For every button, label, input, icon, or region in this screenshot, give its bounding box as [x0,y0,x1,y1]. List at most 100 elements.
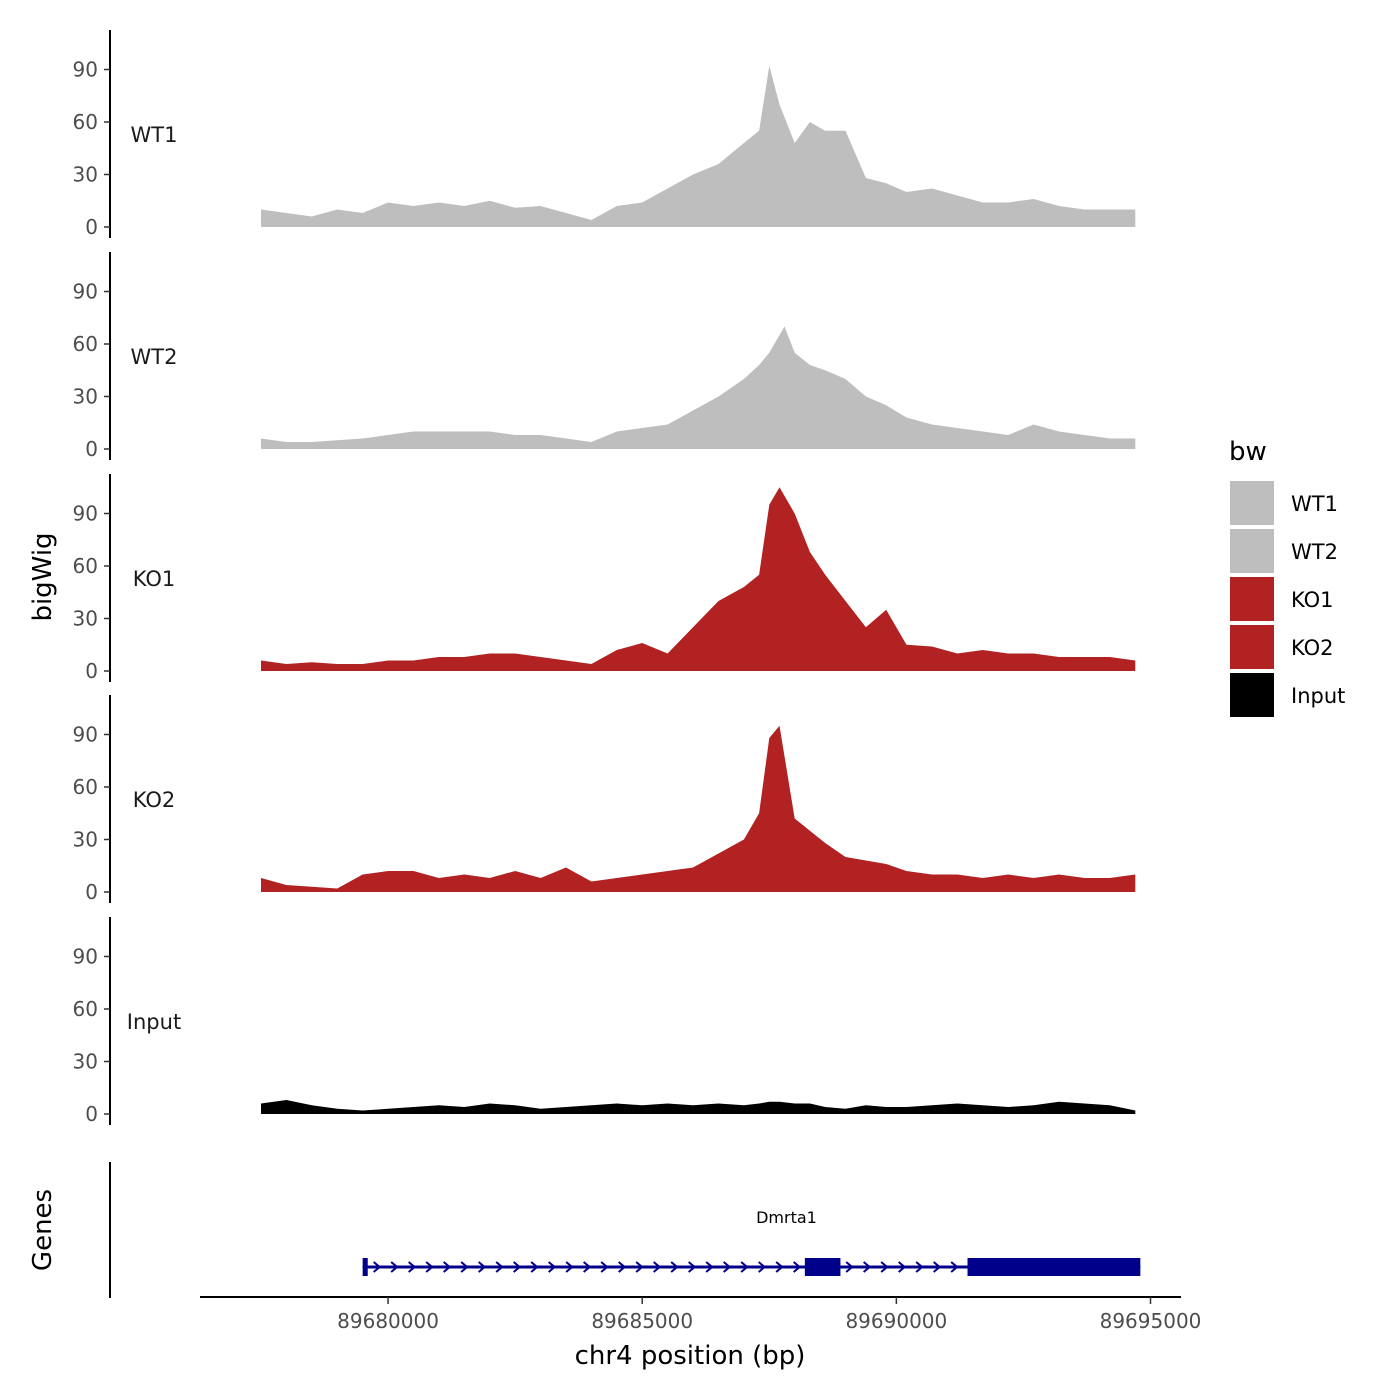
track-ko2: 0 30 60 90 KO2 [73,695,1136,904]
strand-arrow [478,1261,487,1273]
strand-arrow [460,1261,469,1273]
strand-arrow [635,1261,644,1273]
legend-label: KO1 [1291,588,1334,612]
strand-arrow [495,1261,504,1273]
strand-arrow [775,1261,784,1273]
x-axis-title: chr4 position (bp) [575,1341,806,1371]
strand-arrow [618,1261,627,1273]
strand-arrow [950,1261,959,1273]
strand-arrow [425,1261,434,1273]
y-tick-label: 0 [85,437,98,461]
gene-dmrta1: Dmrta1 [362,1208,1141,1276]
legend-swatch [1230,481,1274,525]
track-ko1: 0 30 60 90 KO1 [73,474,1136,683]
strand-arrow [915,1261,924,1273]
strand-arrow [863,1261,872,1273]
track-label-ko2: KO2 [133,788,176,812]
gene-track: Dmrta1 [109,1162,1141,1298]
gene-exon-2 [804,1258,841,1276]
legend-label: WT1 [1291,492,1338,516]
legend-item-input: Input [1230,673,1345,717]
legend-label: KO2 [1291,636,1334,660]
strand-arrow [373,1261,382,1273]
track-label-wt1: WT1 [131,123,178,147]
coverage-area-wt2 [261,326,1136,449]
y-tick-label: 30 [73,163,98,187]
legend-swatch [1230,673,1274,717]
y-tick-label: 30 [73,1050,98,1074]
strand-arrow [565,1261,574,1273]
genes-track-title: Genes [28,1189,58,1271]
legend-item-wt2: WT2 [1230,529,1338,573]
strand-arrow [758,1261,767,1273]
legend-item-wt1: WT1 [1230,481,1338,525]
x-tick-label: 89695000 [1100,1309,1202,1333]
legend: WT1 WT2 KO1 KO2 Input [1230,481,1345,717]
track-label-input: Input [127,1010,181,1034]
strand-arrow [670,1261,679,1273]
gene-exon-3 [967,1258,1141,1276]
strand-arrow [933,1261,942,1273]
coverage-area-input [261,1100,1136,1114]
strand-arrow [705,1261,714,1273]
strand-arrow [688,1261,697,1273]
x-axis: 89680000 89685000 89690000 89695000 [200,1296,1202,1333]
strand-arrow [880,1261,889,1273]
track-label-wt2: WT2 [131,345,178,369]
strand-arrow [530,1261,539,1273]
track-wt1: 0 30 60 90 WT1 [73,30,1136,239]
strand-arrow [548,1261,557,1273]
track-input: 0 30 60 90 Input [73,917,1136,1126]
y-tick-label: 60 [73,554,98,578]
y-tick-label: 90 [73,280,98,304]
strand-arrow [653,1261,662,1273]
x-tick-label: 89680000 [337,1309,439,1333]
track-wt2: 0 30 60 90 WT2 [73,252,1136,461]
strand-arrow [443,1261,452,1273]
strand-arrow [600,1261,609,1273]
legend-swatch [1230,577,1274,621]
y-tick-label: 90 [73,58,98,82]
x-tick-label: 89685000 [591,1309,693,1333]
y-tick-label: 90 [73,502,98,526]
y-tick-label: 30 [73,828,98,852]
coverage-area-ko1 [261,487,1136,671]
coverage-area-ko2 [261,725,1136,892]
tracks: 0 30 60 90 WT1 0 30 60 90 WT2 0 30 60 90 KO1 0 30 60 90 KO2… [73,30,1136,1126]
y-tick-label: 0 [85,215,98,239]
strand-arrow [513,1261,522,1273]
y-tick-label: 90 [73,945,98,969]
strand-arrow [845,1261,854,1273]
track-label-ko1: KO1 [133,567,176,591]
gene-label: Dmrta1 [756,1208,817,1227]
legend-item-ko1: KO1 [1230,577,1334,621]
x-tick-label: 89690000 [845,1309,947,1333]
strand-arrow [898,1261,907,1273]
y-axis-title: bigWig [28,532,58,621]
y-tick-label: 0 [85,880,98,904]
strand-arrow [723,1261,732,1273]
legend-swatch [1230,625,1274,669]
legend-label: WT2 [1291,540,1338,564]
legend-label: Input [1291,684,1345,708]
y-tick-label: 60 [73,110,98,134]
legend-swatch [1230,529,1274,573]
y-tick-label: 0 [85,659,98,683]
strand-arrow [408,1261,417,1273]
y-tick-label: 60 [73,332,98,356]
strand-arrow [390,1261,399,1273]
gene-exon-1 [362,1258,368,1276]
y-tick-label: 30 [73,607,98,631]
strand-arrow [793,1261,802,1273]
y-tick-label: 30 [73,385,98,409]
y-tick-label: 60 [73,997,98,1021]
y-tick-label: 0 [85,1102,98,1126]
legend-title: bw [1229,437,1267,467]
strand-arrow [583,1261,592,1273]
y-tick-label: 90 [73,723,98,747]
coverage-area-wt1 [261,66,1136,227]
strand-arrow [740,1261,749,1273]
legend-item-ko2: KO2 [1230,625,1334,669]
y-tick-label: 60 [73,775,98,799]
